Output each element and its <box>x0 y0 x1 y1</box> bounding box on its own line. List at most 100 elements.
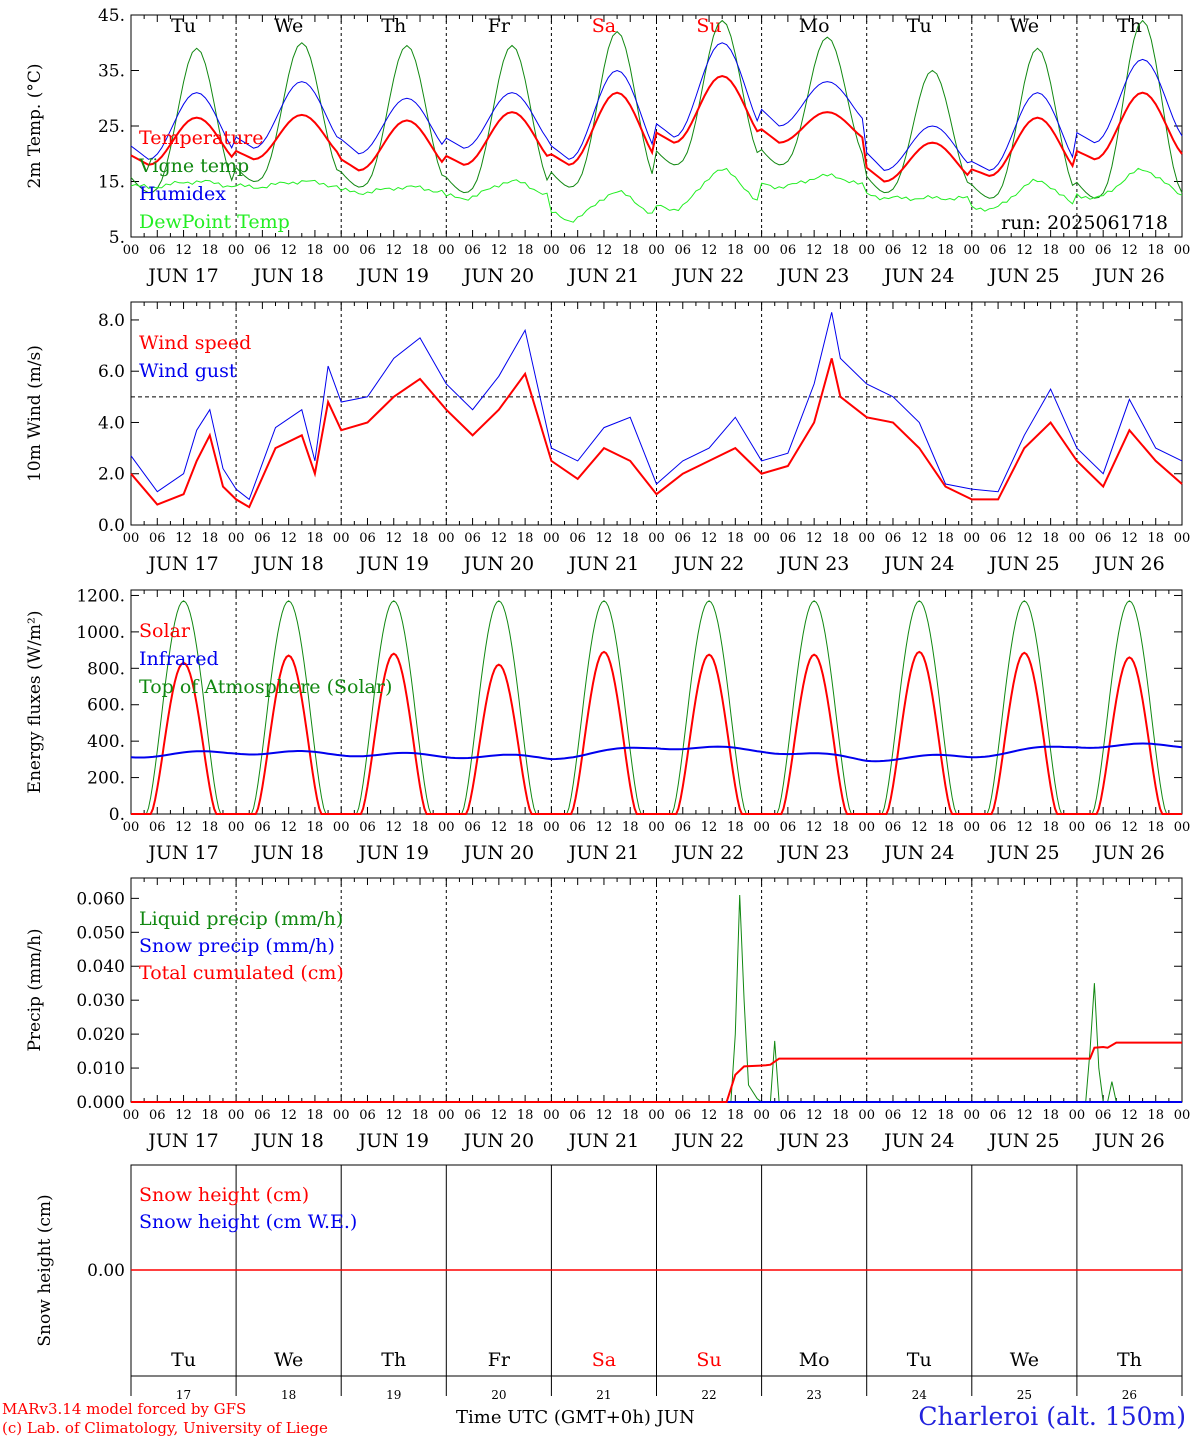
hour-tick-label: 00 <box>228 820 245 835</box>
hour-tick-label: 06 <box>885 820 902 835</box>
date-label: JUN 24 <box>882 265 954 287</box>
hour-tick-label: 06 <box>569 243 586 258</box>
hour-tick-label: 12 <box>596 1108 613 1123</box>
series-line-infrared <box>130 742 1183 763</box>
hour-tick-label: 12 <box>911 820 928 835</box>
legend-entry: DewPoint Temp <box>139 211 290 233</box>
y-tick-label: 0.040 <box>76 957 125 977</box>
hour-tick-label: 12 <box>175 531 192 546</box>
hour-tick-label: 12 <box>596 531 613 546</box>
hour-tick-label: 00 <box>858 820 875 835</box>
hour-tick-label: 12 <box>1016 243 1033 258</box>
date-label: JUN 26 <box>1092 1130 1164 1152</box>
y-tick-label: 0.030 <box>76 991 125 1011</box>
hour-tick-label: 00 <box>1069 531 1086 546</box>
legend-entry: Humidex <box>139 183 226 205</box>
hour-tick-label: 12 <box>1121 1108 1138 1123</box>
hour-tick-label: 00 <box>648 243 665 258</box>
hour-tick-label: 18 <box>517 243 534 258</box>
y-tick-label: 800. <box>87 659 125 679</box>
date-label: JUN 19 <box>357 1130 429 1152</box>
hour-tick-label: 06 <box>780 531 797 546</box>
hour-tick-label: 18 <box>937 1108 954 1123</box>
hour-tick-label: 18 <box>307 531 324 546</box>
hour-tick-label: 00 <box>438 531 455 546</box>
hour-tick-label: 18 <box>1042 1108 1059 1123</box>
hour-tick-label: 18 <box>622 243 639 258</box>
hour-tick-label: 12 <box>175 1108 192 1123</box>
y-axis-label: 10m Wind (m/s) <box>25 345 45 482</box>
hour-tick-label: 06 <box>359 531 376 546</box>
hour-tick-label: 06 <box>885 243 902 258</box>
y-axis-label: Energy fluxes (W/m²) <box>25 611 45 794</box>
hour-tick-label: 00 <box>1174 1108 1191 1123</box>
hour-tick-label: 06 <box>464 243 481 258</box>
date-label: JUN 18 <box>251 265 323 287</box>
hour-tick-label: 00 <box>543 531 560 546</box>
y-tick-label: 35. <box>98 62 125 82</box>
hour-tick-label: 18 <box>1042 820 1059 835</box>
hour-tick-label: 18 <box>517 531 534 546</box>
date-label: JUN 19 <box>357 265 429 287</box>
hour-tick-label: 12 <box>1016 531 1033 546</box>
date-label: JUN 18 <box>251 1130 323 1152</box>
hour-tick-label: 12 <box>385 243 402 258</box>
legend-entry: Snow precip (mm/h) <box>139 935 335 957</box>
panel-2: 0.0 2.0 4.0 6.0 8.0 10m Wind (m/s) Wind speed W… <box>25 301 1190 575</box>
hour-tick-label: 18 <box>517 820 534 835</box>
hour-tick-label: 12 <box>280 1108 297 1123</box>
weekday-label: Th <box>381 1349 406 1371</box>
legend-entry: Liquid precip (mm/h) <box>139 908 343 930</box>
day-number-label: 23 <box>807 1388 822 1402</box>
date-label: JUN 22 <box>672 553 744 575</box>
weekday-label: Fr <box>488 15 511 37</box>
date-label: JUN 17 <box>146 842 218 864</box>
hour-tick-label: 12 <box>1016 820 1033 835</box>
hour-tick-label: 18 <box>412 531 429 546</box>
hour-tick-label: 06 <box>675 531 692 546</box>
weekday-label: Tu <box>171 15 196 37</box>
hour-tick-label: 12 <box>280 820 297 835</box>
hour-tick-label: 12 <box>280 531 297 546</box>
y-tick-label: 4.0 <box>98 413 125 433</box>
hour-tick-label: 00 <box>543 243 560 258</box>
hour-tick-label: 18 <box>727 820 744 835</box>
hour-tick-label: 12 <box>1121 820 1138 835</box>
date-label: JUN 25 <box>987 265 1059 287</box>
date-label: JUN 25 <box>987 842 1059 864</box>
y-tick-label: 0.000 <box>76 1093 125 1113</box>
hour-tick-label: 00 <box>1069 820 1086 835</box>
hour-tick-label: 00 <box>753 531 770 546</box>
hour-tick-label: 18 <box>202 243 219 258</box>
hour-tick-label: 12 <box>385 820 402 835</box>
hour-tick-label: 06 <box>149 1108 166 1123</box>
hour-tick-label: 00 <box>753 820 770 835</box>
hour-tick-label: 00 <box>858 1108 875 1123</box>
date-label: JUN 23 <box>777 553 849 575</box>
hour-tick-label: 18 <box>307 1108 324 1123</box>
hour-tick-label: 12 <box>491 820 508 835</box>
weekday-label: Tu <box>907 1349 932 1371</box>
hour-tick-label: 18 <box>307 243 324 258</box>
hour-tick-label: 00 <box>964 1108 981 1123</box>
lab-credit: (c) Lab. of Climatology, University of L… <box>2 1419 328 1437</box>
hour-tick-label: 12 <box>385 531 402 546</box>
hour-tick-label: 00 <box>753 243 770 258</box>
hour-tick-label: 18 <box>202 1108 219 1123</box>
y-axis-label: Snow height (cm) <box>35 1194 55 1346</box>
panel-frame <box>130 301 1183 526</box>
panel-frame <box>130 589 1183 815</box>
hour-tick-label: 18 <box>727 1108 744 1123</box>
hour-tick-label: 06 <box>149 820 166 835</box>
hour-tick-label: 06 <box>569 531 586 546</box>
series-line-humidex <box>130 42 1183 171</box>
day-number-label: 20 <box>491 1388 506 1402</box>
weekday-label: Mo <box>799 15 830 37</box>
hour-tick-label: 12 <box>596 820 613 835</box>
y-tick-label: 0.060 <box>76 889 125 909</box>
hour-tick-label: 06 <box>675 820 692 835</box>
hour-tick-label: 00 <box>1069 1108 1086 1123</box>
day-number-label: 19 <box>386 1388 401 1402</box>
date-label: JUN 23 <box>777 842 849 864</box>
hour-tick-label: 12 <box>491 1108 508 1123</box>
